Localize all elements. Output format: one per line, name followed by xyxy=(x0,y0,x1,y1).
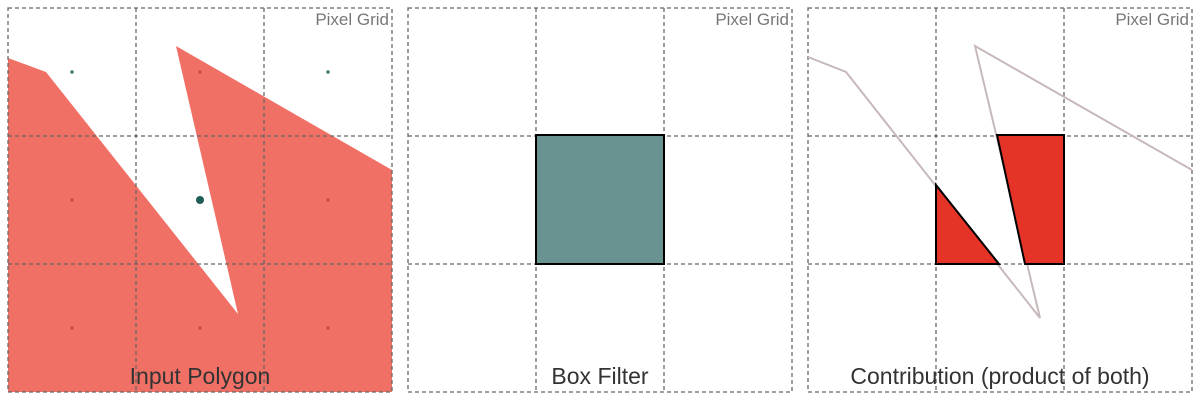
center-sample-point xyxy=(196,196,204,204)
sample-point xyxy=(198,70,202,74)
pixel-grid-label: Pixel Grid xyxy=(1115,10,1189,29)
panel-title-input-polygon: Input Polygon xyxy=(130,363,271,389)
contribution-region-right xyxy=(995,134,1065,265)
sample-point xyxy=(70,326,74,330)
sample-point xyxy=(326,326,330,330)
pixel-grid-label: Pixel Grid xyxy=(715,10,789,29)
pixel-grid-3 xyxy=(807,7,1193,393)
sample-points xyxy=(70,70,330,330)
pixel-grid-label: Pixel Grid xyxy=(315,10,389,29)
panel-title-contribution: Contribution (product of both) xyxy=(850,363,1149,389)
pixel-grid-1 xyxy=(7,7,393,393)
contribution-region-left xyxy=(935,182,1002,265)
polygon-outline xyxy=(807,43,1193,319)
sample-point xyxy=(326,70,330,74)
panel-box-filter: Pixel Grid Box Filter xyxy=(407,7,793,393)
panel-input-polygon: Pixel Grid Input Polygon xyxy=(7,7,393,393)
sample-point xyxy=(326,198,330,202)
input-polygon xyxy=(8,46,392,392)
panel-title-box-filter: Box Filter xyxy=(551,363,648,389)
panel-contribution: Pixel Grid Contribution (product of both… xyxy=(807,7,1193,393)
sample-point xyxy=(70,70,74,74)
sample-point xyxy=(198,326,202,330)
box-filter-square xyxy=(535,134,665,265)
sample-point xyxy=(70,198,74,202)
